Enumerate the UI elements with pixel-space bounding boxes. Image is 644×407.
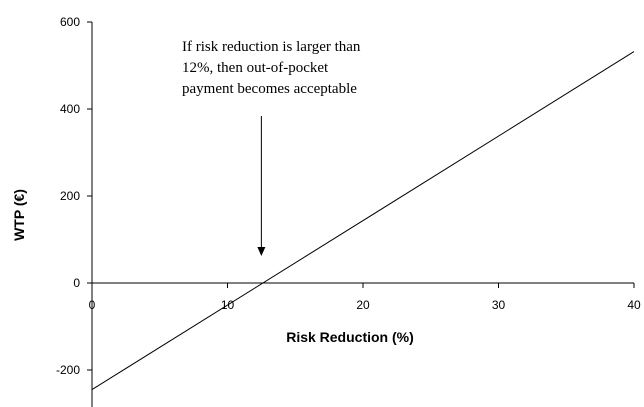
annotation-line-1: If risk reduction is larger than [182,39,361,55]
y-axis-title: WTP (€) [11,189,27,241]
y-tick-label: 200 [60,189,80,203]
x-tick-label: 40 [627,298,641,312]
y-tick-label: 0 [73,276,80,290]
x-tick-label: 0 [89,298,96,312]
x-tick-label: 30 [492,298,506,312]
annotation: If risk reduction is larger than 12%, th… [182,39,361,256]
series-line [91,51,635,390]
y-tick-label: 600 [60,15,80,29]
annotation-line-3: payment becomes acceptable [182,81,357,97]
x-tick-label: 20 [356,298,370,312]
axes [87,21,635,407]
annotation-line-2: 12%, then out-of-pocket [182,60,329,76]
x-axis-title: Risk Reduction (%) [286,329,414,345]
y-tick-label: -200 [56,363,80,377]
y-tick-label: 400 [60,102,80,116]
annotation-arrow-head [257,247,266,256]
series-lines [91,51,635,390]
